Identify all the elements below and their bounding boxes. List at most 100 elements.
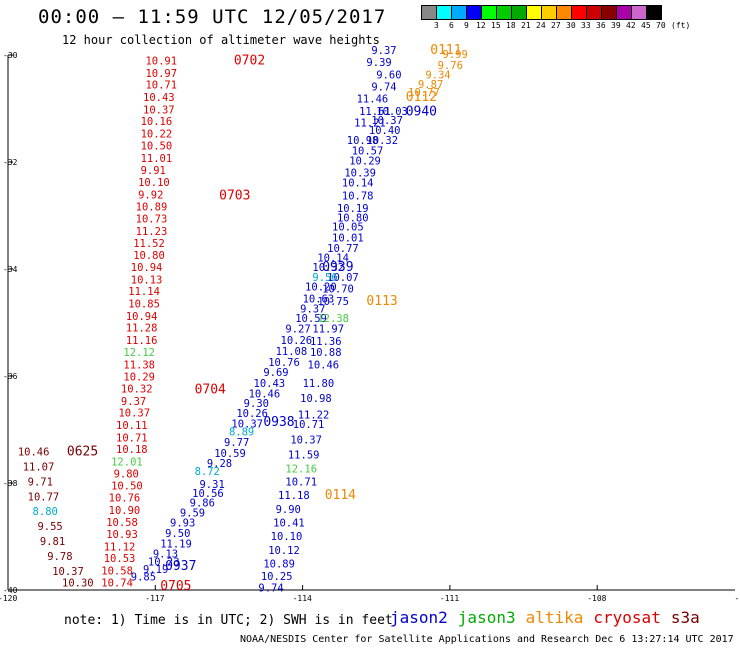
wave-height-label: 10.80 [133,250,165,262]
wave-height-label: 12.38 [317,313,349,325]
color-scale-label: 33 [581,21,591,30]
wave-height-label: 10.32 [121,384,153,396]
wave-height-label: 9.19 [143,564,168,576]
wave-height-label: 9.28 [207,458,232,470]
wave-height-label: 10.71 [285,477,317,489]
pass-time-label: 0114 [325,488,356,503]
wave-height-label: 10.94 [131,262,163,274]
wave-height-label: 9.37 [121,396,146,408]
lat-label: -30 [3,51,18,60]
wave-height-label: 9.74 [371,81,396,93]
color-scale-label: 70 [656,21,666,30]
wave-height-label: 9.56 [312,272,337,284]
pass-time-label: 0704 [195,383,226,398]
pass-time-label: 0702 [234,54,265,69]
wave-height-label: 9.81 [40,536,65,548]
wave-height-label: 10.97 [145,68,177,80]
wave-height-label: 10.37 [143,104,175,116]
wave-height-label: 10.88 [310,347,342,359]
legend-item-altika: altika [525,608,584,627]
lon-label: -111 [440,594,459,603]
wave-height-label: 12.12 [123,347,155,359]
wave-height-label: 10.50 [141,141,173,153]
pass-time-label: 0112 [406,90,437,105]
wave-height-label: 10.57 [352,146,384,158]
wave-height-label: 10.37 [52,566,84,578]
wave-height-label: 9.30 [244,398,269,410]
wave-height-label: 10.73 [136,213,168,225]
wave-height-label: 11.01 [141,153,173,165]
wave-height-label: 10.77 [28,492,60,504]
wave-height-label: 11.19 [160,539,192,551]
wave-height-label: 10.32 [366,135,398,147]
wave-height-label: 11.38 [123,360,155,372]
wave-height-label: 10.37 [118,408,150,420]
wave-height-label: 10.13 [131,274,163,286]
wave-height-label: 11.16 [126,335,158,347]
lat-label: -32 [3,158,18,167]
wave-height-label: 10.93 [106,529,138,541]
wave-height-label: 10.85 [128,299,160,311]
wave-height-label: 9.74 [258,583,283,595]
color-scale-labels: 3 6 9 12 15 18 21 24 27 30 33 36 39 42 45 70 (ft) [421,21,740,33]
wave-height-label: 10.90 [109,505,141,517]
color-scale-label: 39 [611,21,621,30]
lon-label: -105 [735,594,740,603]
wave-height-label: 10.14 [317,253,349,265]
wave-height-label: 10.10 [271,531,303,543]
wave-height-label: 10.01 [332,233,364,245]
lon-label: -120 [0,594,17,603]
footer-note: note: 1) Time is in UTC; 2) SWH is in fe… [64,613,393,628]
color-scale-label: 12 [476,21,486,30]
wave-height-label: 11.46 [357,94,389,106]
wave-height-label: 10.14 [342,178,374,190]
lon-label: -114 [293,594,312,603]
wave-height-label: 9.76 [438,60,463,72]
wave-height-label: 10.41 [273,517,305,529]
wave-height-label: 10.07 [327,272,359,284]
wave-height-label: 10.56 [192,488,224,500]
wave-height-label: 10.18 [116,444,148,456]
wave-height-label: 9.78 [47,551,72,563]
legend-item-jason2: jason2 [390,608,448,627]
wave-height-label: 10.39 [344,167,376,179]
wave-height-label: 10.58 [106,517,138,529]
wave-height-label: 11.36 [310,336,342,348]
pass-time-label: 0113 [366,294,397,309]
wave-height-label: 10.22 [141,128,173,140]
wave-height-label: 10.20 [305,281,337,293]
wave-height-label: 10.77 [327,243,359,255]
wave-height-label: 10.46 [308,360,340,372]
wave-height-label: 12.16 [285,463,317,475]
color-scale-label: 36 [596,21,606,30]
wave-height-label: 10.74 [101,577,133,589]
legend-item-s3a: s3a [670,608,700,627]
wave-height-label: 11.59 [288,449,320,461]
wave-height-label: 11.07 [23,462,55,474]
wave-height-label: 10.75 [317,296,349,308]
wave-height-label: 9.87 [418,79,443,91]
wave-height-label: 10.71 [145,80,177,92]
wave-height-label: 10.76 [268,357,300,369]
wave-height-label: 10.78 [342,190,374,202]
wave-height-label: 9.86 [190,498,215,510]
wave-height-label: 11.28 [126,323,158,335]
color-scale-label: 6 [449,21,454,30]
lon-label: -108 [587,594,606,603]
wave-height-label: 10.23 [148,556,180,568]
wave-height-label: 10.29 [123,371,155,383]
color-scale-label: 21 [521,21,531,30]
wave-height-label: 12.01 [111,456,143,468]
pass-time-label: 0703 [219,188,250,203]
wave-height-label: 9.91 [141,165,166,177]
pass-time-label: 0705 [160,579,191,594]
wave-height-label: 10.70 [322,284,354,296]
lat-label: -40 [3,586,18,595]
wave-height-label: 10.76 [109,493,141,505]
wave-height-label: 10.77 [408,87,440,99]
wave-height-label: 10.12 [268,545,300,557]
wave-height-label: 10.40 [369,125,401,137]
wave-height-label: 9.80 [114,469,139,481]
credit-line: NOAA/NESDIS Center for Satellite Applica… [240,634,734,645]
